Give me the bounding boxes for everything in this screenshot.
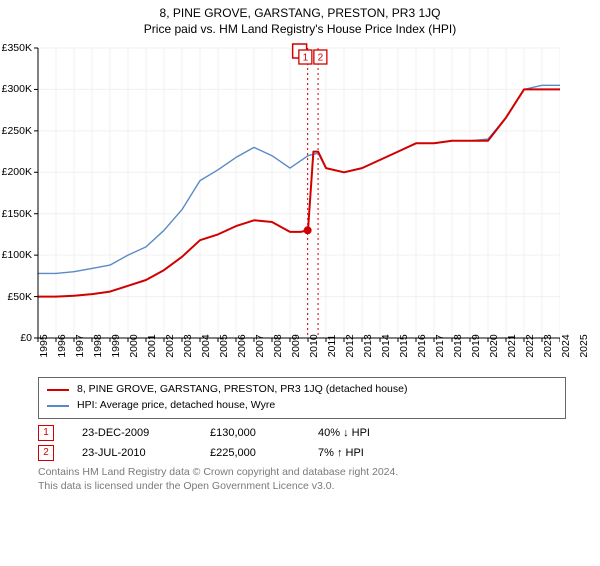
y-axis-label: £250K <box>0 125 32 137</box>
x-axis-label: 2014 <box>380 334 392 357</box>
sale-hpi-diff: 40% ↓ HPI <box>318 427 418 439</box>
legend-item: 8, PINE GROVE, GARSTANG, PRESTON, PR3 1J… <box>47 382 557 398</box>
y-axis-label: £300K <box>0 83 32 95</box>
x-axis-label: 2013 <box>362 334 374 357</box>
x-axis-label: 2005 <box>218 334 230 357</box>
x-axis-label: 2015 <box>398 334 410 357</box>
x-axis-label: 2009 <box>290 334 302 357</box>
x-axis-label: 2023 <box>542 334 554 357</box>
x-axis-label: 2019 <box>470 334 482 357</box>
sale-hpi-diff: 7% ↑ HPI <box>318 447 418 459</box>
x-axis-label: 1998 <box>92 334 104 357</box>
chart-container: 12 £0£50K£100K£150K£200K£250K£300K£350K … <box>0 40 600 373</box>
sale-marker-badge: 1 <box>38 425 54 441</box>
page-subtitle: Price paid vs. HM Land Registry's House … <box>0 22 600 36</box>
x-axis-label: 2003 <box>182 334 194 357</box>
y-axis-label: £200K <box>0 166 32 178</box>
x-axis-label: 2007 <box>254 334 266 357</box>
y-axis-label: £100K <box>0 249 32 261</box>
x-axis-label: 2018 <box>452 334 464 357</box>
x-axis-label: 2001 <box>146 334 158 357</box>
legend: 8, PINE GROVE, GARSTANG, PRESTON, PR3 1J… <box>38 377 566 419</box>
x-axis-label: 2008 <box>272 334 284 357</box>
x-axis-label: 2004 <box>200 334 212 357</box>
sales-table: 1 23-DEC-2009 £130,000 40% ↓ HPI 2 23-JUL-201… <box>38 425 592 461</box>
y-axis-label: £0 <box>0 332 32 344</box>
x-axis-label: 2022 <box>524 334 536 357</box>
x-axis-label: 2011 <box>326 335 338 358</box>
y-axis-label: £50K <box>0 291 32 303</box>
footer-attribution: Contains HM Land Registry data © Crown c… <box>38 465 592 493</box>
sale-date: 23-DEC-2009 <box>82 427 182 439</box>
x-axis-label: 2012 <box>344 334 356 357</box>
sale-marker-badge: 2 <box>38 445 54 461</box>
sale-price: £225,000 <box>210 447 290 459</box>
legend-swatch <box>47 389 69 391</box>
y-axis-label: £150K <box>0 208 32 220</box>
sales-row: 1 23-DEC-2009 £130,000 40% ↓ HPI <box>38 425 592 441</box>
footer-line-1: Contains HM Land Registry data © Crown c… <box>38 465 592 479</box>
svg-text:1: 1 <box>303 53 309 64</box>
svg-text:2: 2 <box>318 53 324 64</box>
legend-label: HPI: Average price, detached house, Wyre <box>77 398 275 414</box>
x-axis-label: 2006 <box>236 334 248 357</box>
x-axis-label: 1996 <box>56 334 68 357</box>
x-axis-label: 1997 <box>74 334 86 357</box>
x-axis-label: 2017 <box>434 334 446 357</box>
x-axis-label: 2000 <box>128 334 140 357</box>
x-axis-label: 1999 <box>110 334 122 357</box>
legend-item: HPI: Average price, detached house, Wyre <box>47 398 557 414</box>
footer-line-2: This data is licensed under the Open Gov… <box>38 479 592 493</box>
price-chart: 12 <box>0 40 560 370</box>
x-axis-label: 2024 <box>560 334 572 357</box>
sale-price: £130,000 <box>210 427 290 439</box>
page-title: 8, PINE GROVE, GARSTANG, PRESTON, PR3 1J… <box>0 6 600 20</box>
legend-swatch <box>47 405 69 407</box>
sale-date: 23-JUL-2010 <box>82 447 182 459</box>
y-axis-label: £350K <box>0 42 32 54</box>
x-axis-label: 2021 <box>506 334 518 357</box>
sales-row: 2 23-JUL-2010 £225,000 7% ↑ HPI <box>38 445 592 461</box>
x-axis-label: 2002 <box>164 334 176 357</box>
x-axis-label: 2020 <box>488 334 500 357</box>
x-axis-label: 1995 <box>38 334 50 357</box>
x-axis-label: 2010 <box>308 334 320 357</box>
x-axis-label: 2025 <box>578 334 590 357</box>
x-axis-label: 2016 <box>416 334 428 357</box>
legend-label: 8, PINE GROVE, GARSTANG, PRESTON, PR3 1J… <box>77 382 407 398</box>
